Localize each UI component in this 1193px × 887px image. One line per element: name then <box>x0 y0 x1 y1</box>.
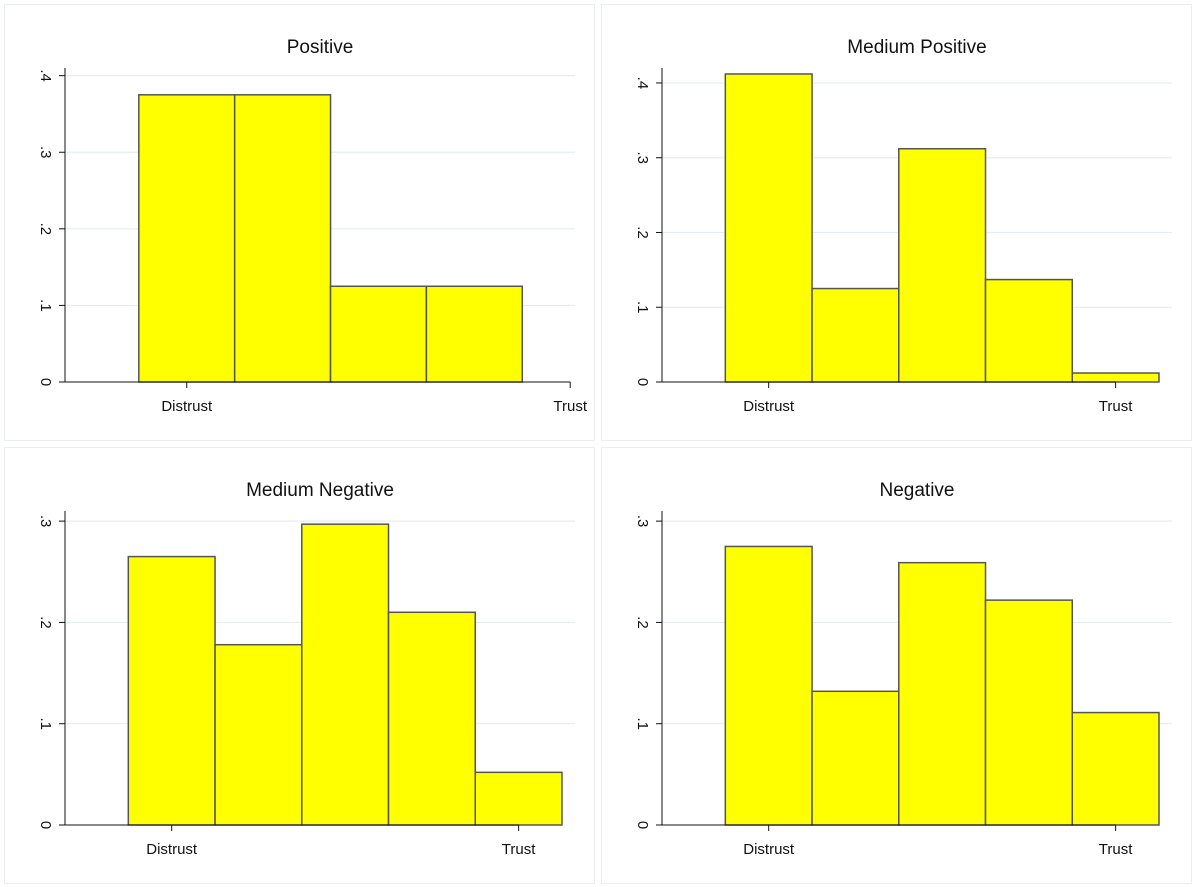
y-tick-label: .1 <box>634 301 651 314</box>
panel <box>601 447 1192 884</box>
y-tick-label: .2 <box>634 616 651 629</box>
bar <box>1071 372 1160 383</box>
y-tick-label: .3 <box>634 151 651 164</box>
bar <box>474 771 563 826</box>
bar <box>811 690 900 826</box>
y-tick-label: .2 <box>634 226 651 239</box>
bar <box>1071 711 1160 826</box>
x-tick-label: Trust <box>1099 841 1133 858</box>
x-tick-label: Distrust <box>743 398 795 415</box>
panel <box>4 4 595 441</box>
bar <box>233 94 332 383</box>
bar <box>387 611 477 826</box>
y-tick-label: .4 <box>37 69 54 82</box>
y-tick-label: .1 <box>37 717 54 730</box>
x-tick-label: Trust <box>553 398 587 415</box>
y-tick-label: .1 <box>634 717 651 730</box>
panel <box>4 447 595 884</box>
x-tick-label: Trust <box>1099 398 1133 415</box>
bar <box>214 643 303 826</box>
bar <box>984 599 1074 826</box>
y-tick-label: 0 <box>634 378 651 386</box>
chart-title: Negative <box>880 480 955 501</box>
bar <box>898 147 987 383</box>
y-tick-label: .3 <box>634 515 651 528</box>
y-tick-label: .2 <box>37 616 54 629</box>
chart-title: Positive <box>287 37 354 58</box>
y-tick-label: .2 <box>37 223 54 236</box>
bar <box>425 285 524 383</box>
y-tick-label: .3 <box>37 515 54 528</box>
x-tick-label: Distrust <box>743 841 795 858</box>
chart-title: Medium Positive <box>847 37 986 58</box>
bar <box>724 545 813 826</box>
panel <box>601 4 1192 441</box>
y-tick-label: 0 <box>37 378 54 386</box>
bar <box>898 561 987 826</box>
y-tick-label: .1 <box>37 299 54 312</box>
x-tick-label: Distrust <box>146 841 198 858</box>
bar <box>138 94 236 383</box>
y-tick-label: .4 <box>634 77 651 90</box>
bar <box>811 287 900 383</box>
bar <box>329 285 428 383</box>
bar <box>724 73 813 383</box>
bar <box>301 523 390 826</box>
y-tick-label: 0 <box>634 821 651 829</box>
x-tick-label: Distrust <box>161 398 213 415</box>
y-tick-label: 0 <box>37 821 54 829</box>
bar <box>127 555 216 826</box>
bar <box>984 278 1074 383</box>
x-tick-label: Trust <box>502 841 536 858</box>
y-tick-label: .3 <box>37 146 54 159</box>
chart-title: Medium Negative <box>246 480 394 501</box>
